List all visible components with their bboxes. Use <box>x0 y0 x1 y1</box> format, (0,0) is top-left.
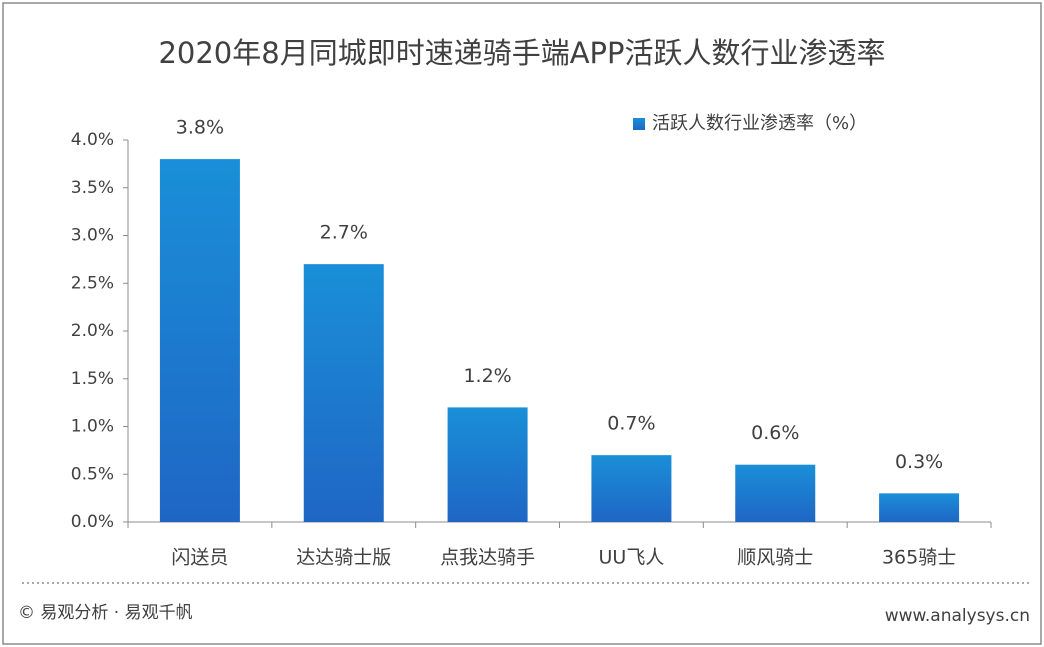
bar <box>735 464 816 522</box>
y-tick-label: 2.0% <box>71 321 114 341</box>
y-tick-label: 3.0% <box>71 226 114 246</box>
bar <box>879 493 960 522</box>
y-tick-label: 0.5% <box>71 464 114 484</box>
y-tick-label: 1.5% <box>71 369 114 389</box>
value-label: 1.2% <box>463 365 511 387</box>
bar <box>303 264 384 522</box>
bar <box>591 455 672 522</box>
value-label: 0.3% <box>895 451 943 473</box>
value-label: 3.8% <box>176 117 224 139</box>
legend-label: 活跃人数行业渗透率（%） <box>652 113 867 134</box>
y-tick-label: 2.5% <box>71 273 114 293</box>
footer-url: www.analysys.cn <box>885 606 1030 626</box>
y-tick-label: 1.0% <box>71 417 114 437</box>
x-tick-label: 达达骑士版 <box>296 547 391 569</box>
footer-source: © 易观分析 · 易观千帆 <box>18 603 193 623</box>
bar <box>159 159 240 522</box>
x-tick-label: 顺风骑士 <box>737 547 813 569</box>
y-tick-label: 3.5% <box>71 178 114 198</box>
y-tick-label: 0.0% <box>71 512 114 532</box>
y-tick-label: 4.0% <box>71 130 114 150</box>
value-label: 0.7% <box>607 413 655 435</box>
chart-title: 2020年8月同城即时速递骑手端APP活跃人数行业渗透率 <box>158 36 885 70</box>
legend-swatch <box>633 118 645 130</box>
x-tick-label: 点我达骑手 <box>440 547 535 569</box>
x-tick-label: UU飞人 <box>599 547 665 569</box>
bar <box>447 407 528 522</box>
x-tick-label: 闪送员 <box>171 547 228 569</box>
value-label: 2.7% <box>320 222 368 244</box>
x-tick-label: 365骑士 <box>882 547 956 569</box>
value-label: 0.6% <box>751 422 799 444</box>
